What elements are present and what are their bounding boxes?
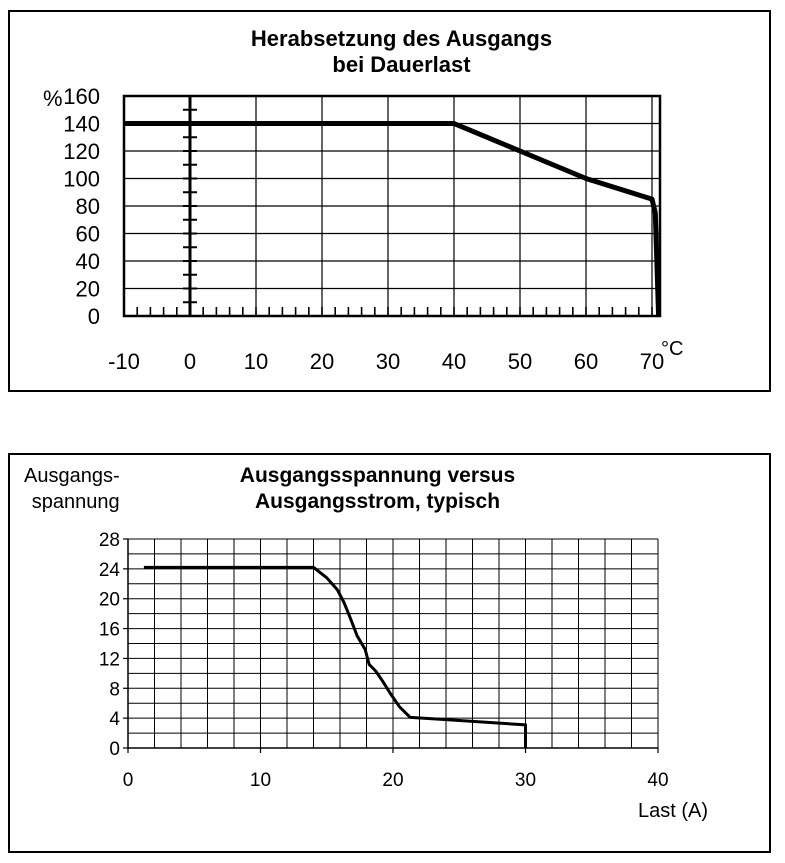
x-tick-label: 0 (123, 770, 134, 791)
y-tick-label: 120 (63, 139, 100, 164)
voltage-current-chart-svg: 0 4 8 12 16 20 24 28 0 10 20 30 40 (99, 530, 669, 791)
x-tick-label: 0 (184, 349, 196, 374)
x-tick-label: -10 (108, 349, 140, 374)
plot-frame (122, 94, 662, 318)
chart-2-title: Ausgangsspannung versus Ausgangsstrom, t… (239, 464, 516, 513)
x-tick-label: 50 (508, 349, 532, 374)
y-tick-label: 8 (109, 679, 120, 700)
derating-chart-panel: Herabsetzung des Ausgangs bei Dauerlast … (8, 10, 771, 392)
voltage-current-chart-panel: Ausgangsspannung versus Ausgangsstrom, t… (8, 453, 771, 853)
y-tick-label: 100 (63, 167, 100, 192)
y-tick-label: 20 (99, 590, 120, 611)
y-tick-label: 16 (99, 620, 120, 641)
x-tick-label: 10 (250, 770, 271, 791)
y-tick-label: 160 (63, 84, 100, 109)
y-tick-label: 4 (109, 709, 120, 730)
y-axis-label: % (43, 86, 63, 111)
x-tick-label: 30 (515, 770, 536, 791)
y-tick-label: 24 (99, 560, 121, 581)
y-tick-label: 12 (99, 649, 120, 670)
y-tick-label: 60 (76, 222, 100, 247)
chart-2-x-axis-label: Last (A) (638, 800, 709, 822)
chart-2-y-axis-label: Ausgangs- spannung (24, 465, 120, 513)
y-tick-label: 40 (76, 249, 100, 274)
x-tick-label: 20 (310, 349, 334, 374)
y-tick-label: 28 (99, 530, 120, 551)
y-tick-label: 0 (109, 739, 120, 760)
y-tick-label: 80 (76, 194, 100, 219)
x-tick-label: 40 (647, 770, 668, 791)
derating-curve (124, 121, 662, 317)
y-tick-label: 140 (63, 112, 100, 137)
x-tick-label: 70 (640, 349, 664, 374)
voltage-curve (143, 565, 527, 748)
x-tick-label: 60 (574, 349, 598, 374)
x-tick-label: 40 (442, 349, 466, 374)
x-tick-label: 20 (382, 770, 403, 791)
x-axis-label: °C (661, 338, 683, 360)
x-tick-label: 30 (376, 349, 400, 374)
x-tick-label: 10 (244, 349, 268, 374)
chart-1-title: Herabsetzung des Ausgangs bei Dauerlast (250, 26, 553, 77)
y-tick-label: 0 (88, 304, 100, 329)
y-tick-label: 20 (76, 277, 100, 302)
